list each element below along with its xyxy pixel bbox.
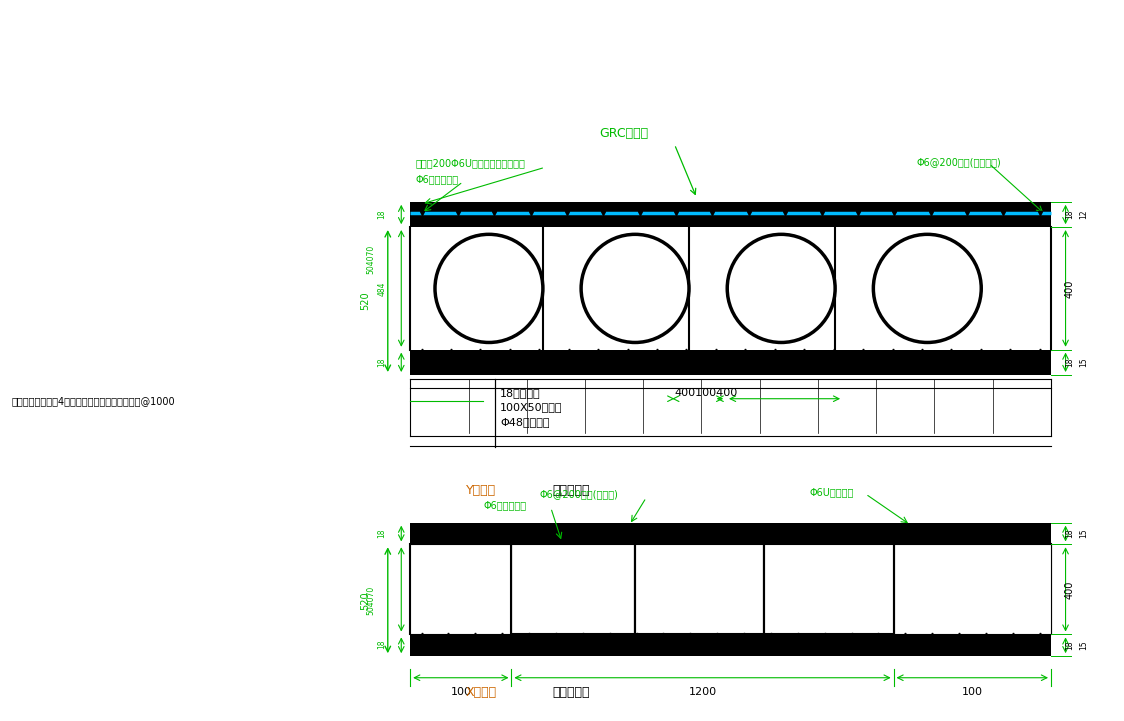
- Text: X轴方向: X轴方向: [465, 686, 497, 699]
- Bar: [410, 634, 1051, 656]
- Text: 400100400: 400100400: [674, 388, 737, 398]
- Text: 504070: 504070: [366, 585, 375, 615]
- Text: 100: 100: [451, 687, 471, 697]
- Text: Y轴方向: Y轴方向: [466, 484, 496, 497]
- Text: Φ48支撑钢管: Φ48支撑钢管: [500, 417, 550, 427]
- Text: 18: 18: [1066, 358, 1075, 367]
- Ellipse shape: [581, 234, 689, 342]
- Bar: [410, 202, 1051, 227]
- Bar: [410, 544, 511, 634]
- Text: 18: 18: [1066, 528, 1075, 539]
- Text: Φ6@200拉钉(原设计有): Φ6@200拉钉(原设计有): [916, 157, 1000, 167]
- Text: 断面示意图: 断面示意图: [552, 484, 590, 497]
- Text: 18: 18: [378, 639, 387, 649]
- Text: 15: 15: [1079, 640, 1088, 650]
- Text: 18: 18: [378, 358, 387, 367]
- Text: 400: 400: [1066, 279, 1075, 298]
- Text: 15: 15: [1079, 358, 1088, 367]
- Text: 上层钢筋交插点用4井铁丝拉接在板下支撑钢管上@1000: 上层钢筋交插点用4井铁丝拉接在板下支撑钢管上@1000: [11, 396, 175, 406]
- Bar: [894, 544, 1051, 634]
- Text: 520: 520: [361, 591, 370, 609]
- Text: 18: 18: [1066, 640, 1075, 650]
- Text: 12: 12: [1079, 210, 1088, 219]
- Bar: [410, 523, 1051, 544]
- Text: GRC薄壁管: GRC薄壁管: [599, 127, 649, 140]
- Text: 18: 18: [378, 210, 387, 219]
- Text: 18厚胶合板: 18厚胶合板: [500, 388, 541, 398]
- Text: 18: 18: [378, 528, 387, 539]
- Text: 100X50木龙骨: 100X50木龙骨: [500, 402, 563, 412]
- Bar: [764, 544, 894, 634]
- Text: Φ6限位固定筋: Φ6限位固定筋: [483, 500, 526, 510]
- Ellipse shape: [873, 234, 981, 342]
- Text: 离管端200Φ6U型固定筋焊接上层筋: 离管端200Φ6U型固定筋焊接上层筋: [416, 159, 526, 169]
- Text: 520: 520: [361, 292, 370, 310]
- Text: Φ6U型固定筋: Φ6U型固定筋: [809, 487, 853, 497]
- Text: 1200: 1200: [688, 687, 717, 697]
- Text: 15: 15: [1079, 528, 1088, 539]
- Text: 504070: 504070: [366, 245, 375, 274]
- Bar: [410, 350, 1051, 375]
- Text: 400: 400: [1066, 580, 1075, 598]
- Bar: [511, 544, 635, 634]
- Text: 断面示意图: 断面示意图: [552, 686, 590, 699]
- Ellipse shape: [727, 234, 835, 342]
- Text: 18: 18: [1066, 210, 1075, 219]
- Ellipse shape: [435, 234, 543, 342]
- Text: Φ6限位固定筋: Φ6限位固定筋: [416, 174, 459, 184]
- Text: Φ6@200拉钉(原设计): Φ6@200拉钉(原设计): [540, 489, 618, 499]
- Bar: [635, 544, 764, 634]
- Text: 100: 100: [962, 687, 982, 697]
- Text: 484: 484: [378, 281, 387, 296]
